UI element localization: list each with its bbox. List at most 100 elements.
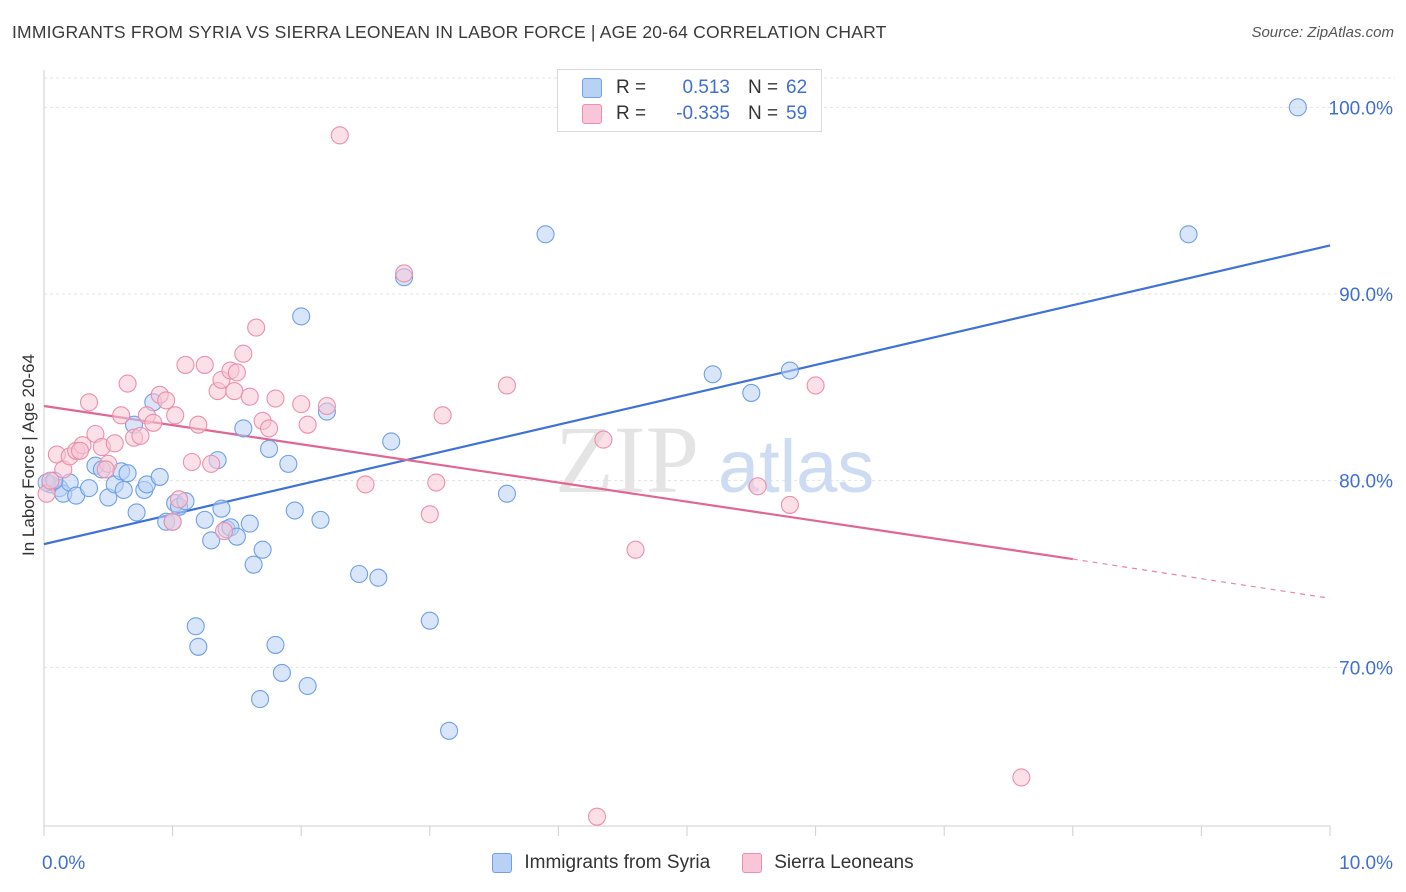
data-point — [626, 540, 645, 559]
data-point — [433, 406, 452, 425]
legend-r-label: R = — [616, 103, 647, 124]
y-tick-label: 100.0% — [1329, 98, 1394, 119]
data-point — [240, 514, 259, 533]
data-point — [440, 721, 459, 740]
legend-label-sierra-leone: Sierra Leoneans — [774, 852, 914, 873]
y-tick-label: 90.0% — [1339, 285, 1393, 306]
data-point — [272, 663, 291, 682]
data-point — [266, 635, 285, 654]
legend-n-label: N = — [748, 103, 779, 124]
legend-n-value: 59 — [786, 103, 808, 124]
data-point — [1012, 768, 1031, 787]
axes — [43, 70, 1331, 836]
data-point — [112, 406, 131, 425]
data-point — [298, 415, 317, 434]
data-point — [587, 807, 607, 826]
legend-r-label: R = — [616, 77, 647, 98]
legend-item-sierra-leone[interactable]: Sierra Leoneans — [742, 852, 914, 874]
trend-line-0 — [43, 244, 1331, 546]
data-point — [41, 471, 60, 490]
legend-r-value: 0.513 — [682, 77, 730, 98]
trend-line-1 — [43, 404, 1073, 561]
legend-item-syria[interactable]: Immigrants from Syria — [492, 852, 710, 874]
data-point — [427, 473, 446, 492]
data-point — [169, 490, 189, 509]
data-point — [279, 454, 298, 473]
data-point — [131, 426, 150, 445]
legend-swatch-syria — [492, 853, 513, 873]
data-point — [253, 540, 272, 559]
data-point — [780, 361, 799, 380]
data-point — [157, 391, 176, 410]
legend-n-label: N = — [748, 77, 779, 98]
data-point — [234, 344, 253, 363]
trend-line-extension-1 — [1072, 558, 1331, 599]
data-point — [234, 419, 253, 438]
data-point — [144, 413, 163, 432]
data-point — [96, 460, 115, 479]
legend-label-syria: Immigrants from Syria — [524, 852, 711, 873]
data-point — [317, 396, 336, 416]
data-point — [748, 477, 767, 496]
data-point — [1179, 225, 1198, 244]
data-point — [202, 454, 221, 473]
legend-swatch-sierra-leone — [582, 104, 602, 124]
data-point — [382, 432, 401, 451]
data-point — [195, 510, 214, 529]
data-point — [292, 395, 311, 414]
data-point — [266, 389, 285, 408]
data-point — [330, 126, 349, 145]
data-point — [285, 501, 304, 520]
data-point — [163, 512, 182, 531]
data-point — [114, 480, 133, 500]
data-point — [240, 387, 259, 406]
data-point — [259, 439, 279, 458]
watermark-atlas: atlas — [718, 425, 874, 508]
y-tick-label: 80.0% — [1339, 472, 1393, 493]
data-point — [105, 434, 124, 453]
data-point — [79, 393, 99, 412]
data-point — [806, 376, 825, 395]
legend-n-value: 62 — [786, 77, 808, 98]
data-point — [195, 355, 214, 374]
data-point — [166, 406, 185, 425]
data-point — [311, 510, 330, 529]
watermark-zip: ZIP — [555, 406, 699, 513]
y-tick-label: 70.0% — [1339, 658, 1393, 679]
data-point — [356, 475, 375, 494]
data-point — [244, 555, 263, 574]
data-point — [742, 383, 761, 402]
data-point — [703, 365, 722, 384]
data-point — [214, 522, 234, 541]
data-point — [497, 484, 517, 503]
data-point — [1288, 98, 1307, 117]
data-point — [298, 676, 317, 696]
data-point — [225, 382, 244, 401]
data-point — [186, 617, 205, 636]
data-point — [202, 531, 221, 550]
data-point — [70, 441, 90, 460]
stats-legend: R = 0.513 N = 62 R = -0.335 N = 59 — [557, 69, 822, 132]
data-point — [420, 611, 439, 630]
data-point — [497, 376, 517, 395]
y-axis-label: In Labor Force | Age 20-64 — [19, 354, 38, 556]
legend-swatch-sierra-leone — [742, 853, 763, 873]
data-point — [127, 503, 146, 522]
legend-row-syria: R = 0.513 N = 62 — [582, 76, 807, 100]
data-point — [395, 264, 414, 283]
data-point — [247, 318, 266, 337]
data-point — [250, 690, 270, 709]
data-points — [37, 98, 1307, 826]
data-point — [189, 637, 208, 656]
legend-r-value: -0.335 — [676, 103, 730, 124]
source-label: Source: ZipAtlas.com — [1251, 24, 1394, 41]
data-point — [594, 430, 613, 449]
x-tick-label: 10.0% — [1339, 853, 1393, 874]
legend-row-sierra-leone: R = -0.335 N = 59 — [582, 102, 807, 126]
tick-labels: 70.0% 80.0% 90.0% 100.0% 0.0% 10.0% In Labor F… — [19, 98, 1393, 874]
data-point — [176, 355, 195, 374]
chart-title: IMMIGRANTS FROM SYRIA VS SIERRA LEONEAN … — [12, 22, 887, 42]
data-point — [150, 467, 169, 486]
data-point — [350, 564, 369, 584]
data-point — [182, 452, 201, 472]
